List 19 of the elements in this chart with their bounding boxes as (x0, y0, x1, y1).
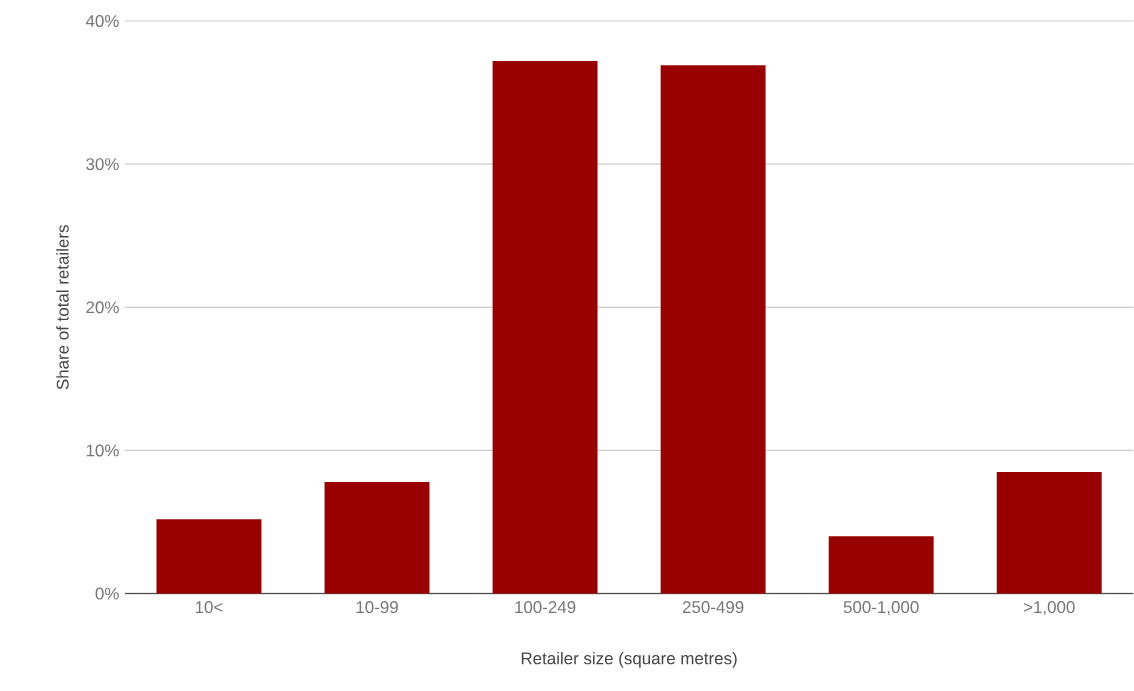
y-tick-label: 0% (95, 587, 119, 600)
x-tick-label: 10< (195, 601, 223, 614)
y-tick-label: 20% (86, 301, 119, 314)
x-axis-title: Retailer size (square metres) (521, 652, 737, 668)
x-tick-label: 100-249 (515, 601, 576, 614)
x-tick-label: >1,000 (1023, 601, 1075, 616)
bar (324, 482, 430, 594)
y-tick-label: 40% (85, 15, 119, 28)
bar (492, 61, 598, 594)
y-tick-label: 30% (86, 158, 119, 171)
x-tick-label: 500-1,000 (843, 601, 919, 616)
bar (660, 65, 766, 594)
y-tick-label: 10% (86, 444, 119, 457)
x-tick-label: 10-99 (356, 601, 398, 614)
bar (996, 472, 1102, 594)
bar (828, 536, 934, 594)
x-tick-label: 250-499 (682, 601, 744, 614)
bar (156, 519, 262, 594)
y-axis-title: Share of total retailers (56, 225, 69, 390)
